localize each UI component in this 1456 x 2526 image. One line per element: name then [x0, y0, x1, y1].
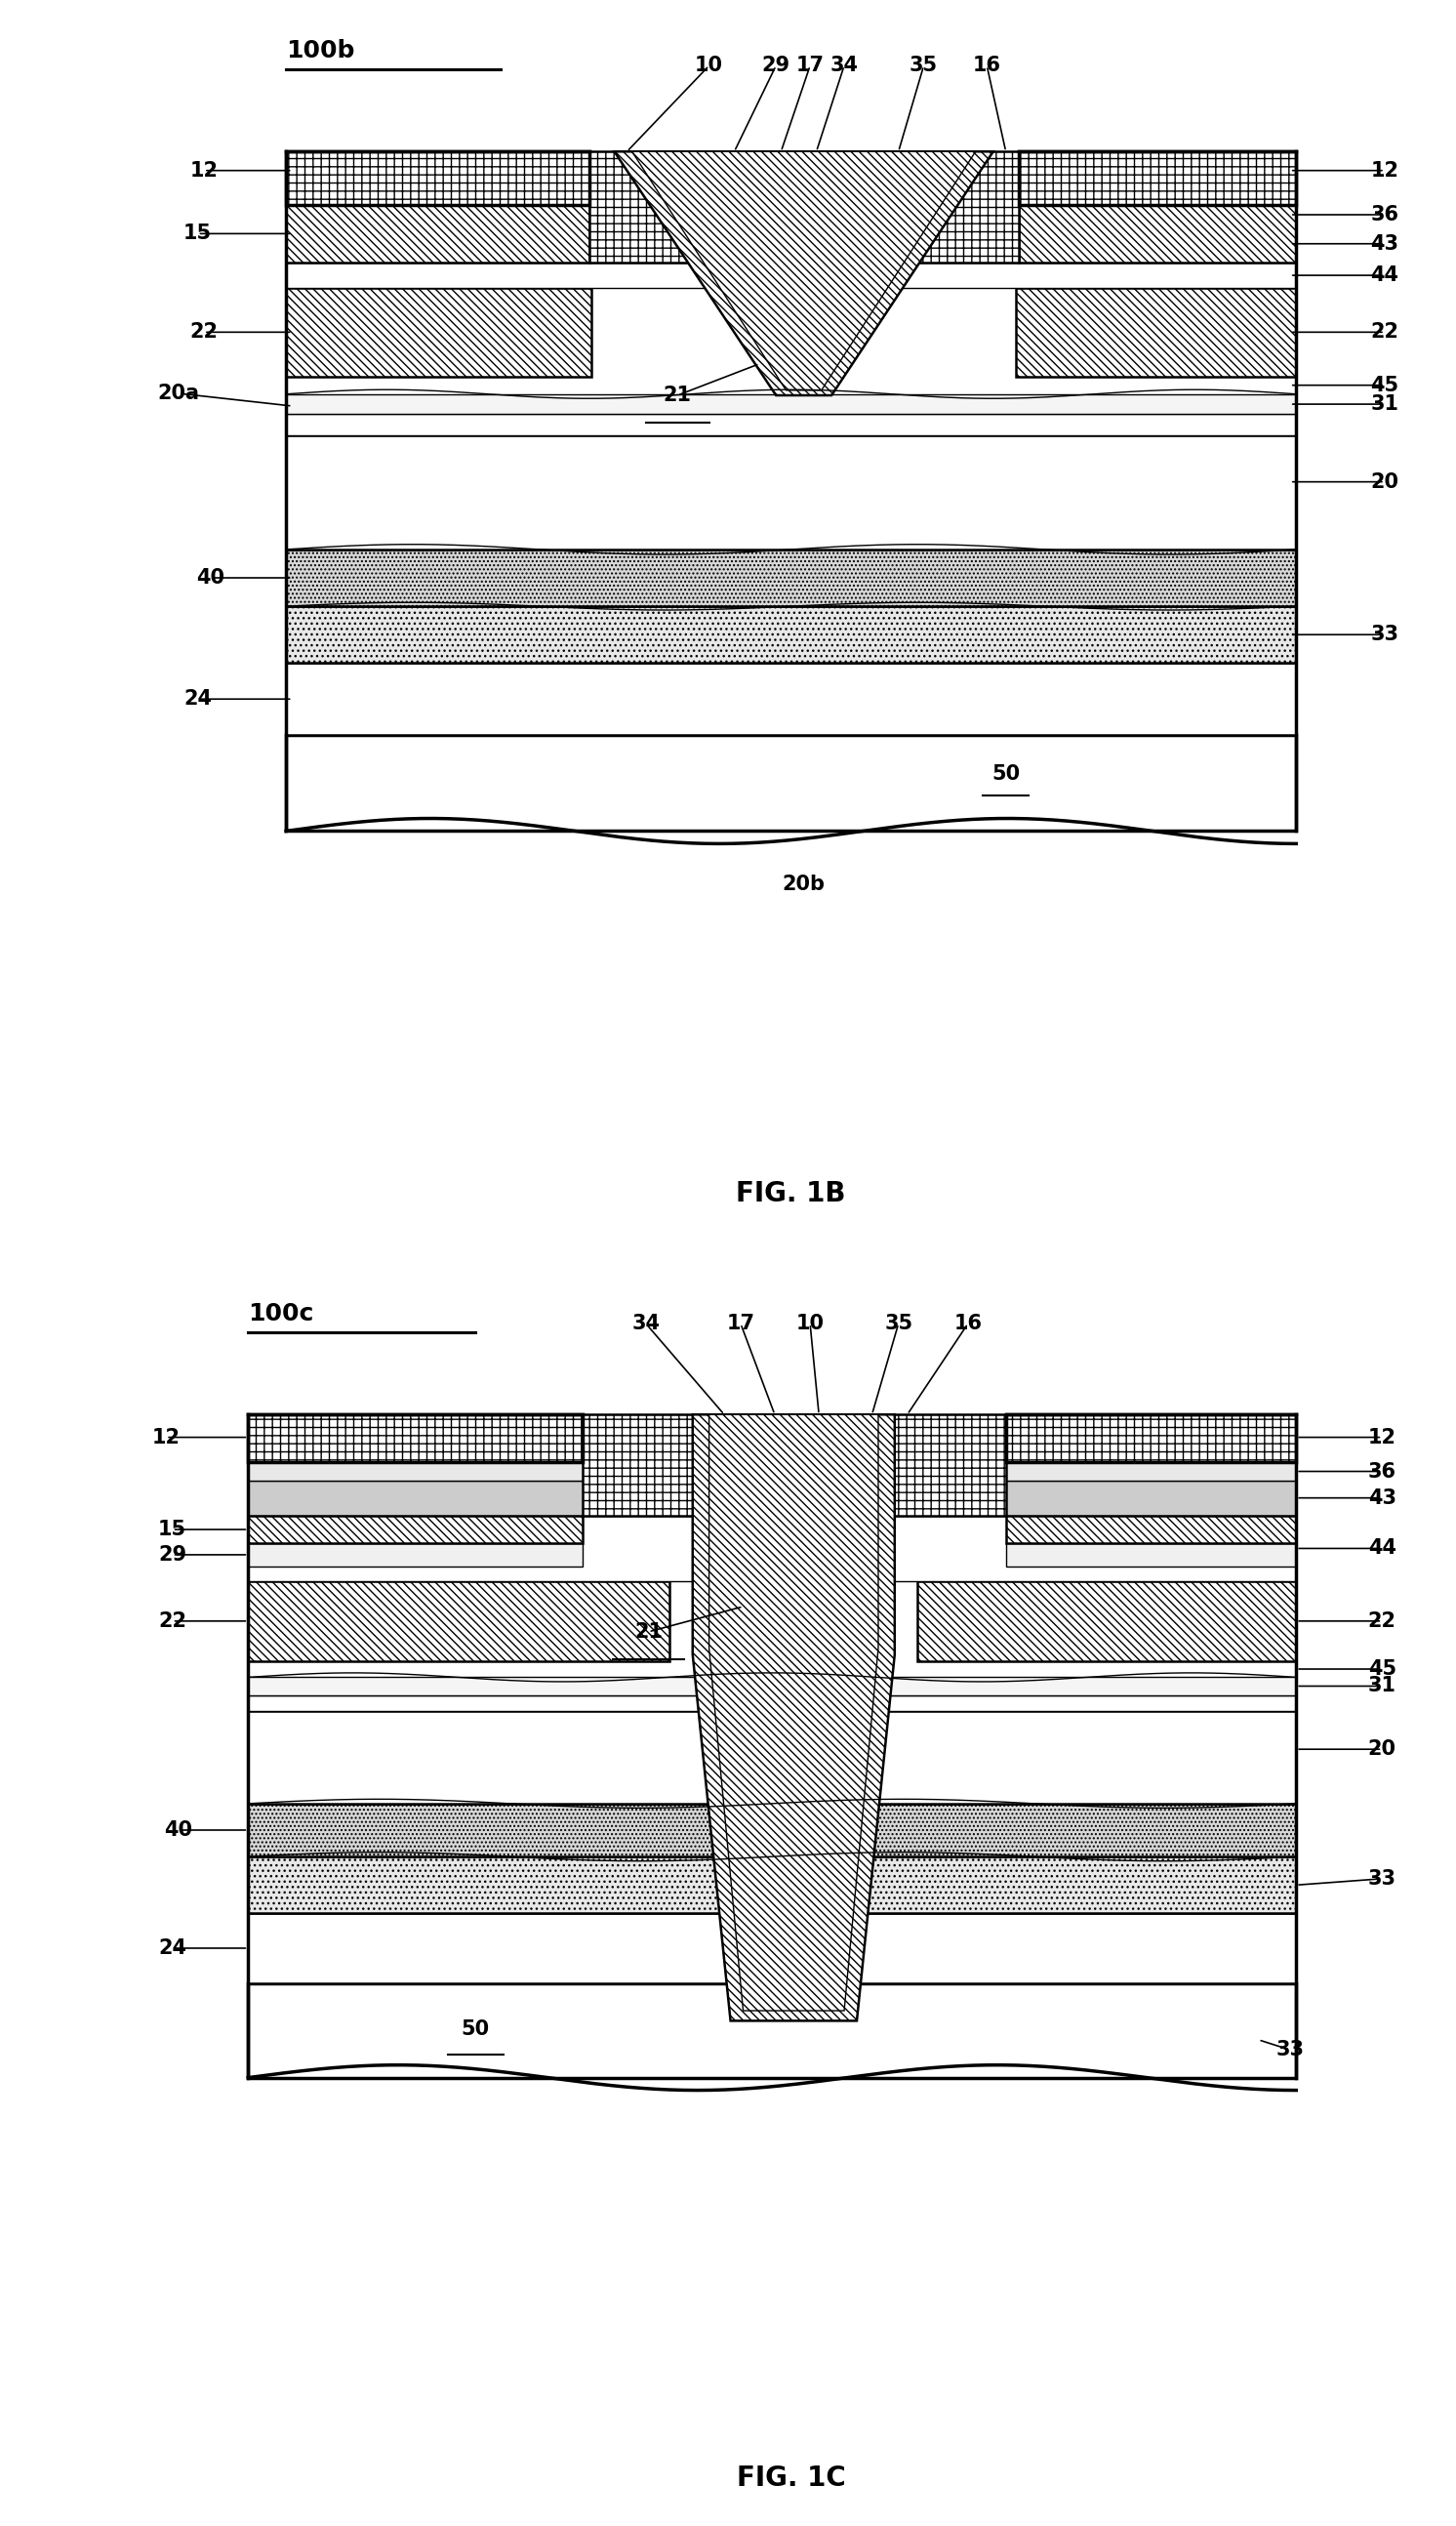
Text: 15: 15: [183, 225, 211, 242]
Text: 20a: 20a: [157, 384, 199, 404]
Text: 34: 34: [632, 1314, 660, 1334]
Bar: [248, 1480, 1296, 1516]
Text: 16: 16: [954, 1314, 983, 1334]
Bar: [248, 1516, 582, 1543]
Text: 22: 22: [1369, 1612, 1396, 1632]
Bar: [582, 1415, 1006, 1516]
Bar: [248, 1713, 1296, 1804]
Polygon shape: [693, 1415, 894, 2021]
Bar: [285, 606, 1296, 662]
Bar: [1016, 288, 1296, 376]
Text: 20b: 20b: [782, 874, 826, 894]
Text: 43: 43: [1370, 235, 1399, 253]
Text: 45: 45: [1367, 1660, 1396, 1680]
Text: 34: 34: [830, 56, 859, 76]
Text: 17: 17: [727, 1314, 754, 1334]
Text: 40: 40: [165, 1821, 192, 1839]
Bar: [248, 1857, 1296, 1915]
Text: 22: 22: [189, 323, 218, 341]
Bar: [285, 263, 1296, 288]
Bar: [248, 1516, 1296, 1581]
Bar: [590, 152, 1018, 263]
Text: 20: 20: [1369, 1740, 1396, 1758]
Text: 33: 33: [1370, 624, 1399, 644]
Text: 35: 35: [884, 1314, 913, 1334]
Text: 31: 31: [1369, 1677, 1396, 1695]
Text: 35: 35: [910, 56, 938, 76]
Polygon shape: [709, 1415, 878, 2011]
Bar: [285, 394, 1296, 414]
Text: 100b: 100b: [285, 38, 355, 63]
Text: 21: 21: [664, 386, 692, 404]
Bar: [285, 205, 590, 263]
Text: 16: 16: [973, 56, 1002, 76]
Bar: [917, 1581, 1296, 1662]
Text: 12: 12: [1370, 162, 1399, 179]
Bar: [1006, 1543, 1296, 1566]
Bar: [285, 735, 1296, 831]
Bar: [248, 1983, 1296, 2076]
Text: 22: 22: [159, 1612, 186, 1632]
Text: 20: 20: [1370, 472, 1399, 493]
Text: 36: 36: [1370, 205, 1399, 225]
Bar: [248, 1581, 670, 1662]
Bar: [1018, 152, 1296, 205]
Bar: [248, 1463, 1296, 1480]
Text: 24: 24: [183, 690, 211, 710]
Text: 33: 33: [1369, 1869, 1396, 1889]
Text: 12: 12: [1369, 1427, 1396, 1447]
Bar: [248, 1677, 1296, 1695]
Text: 33: 33: [1275, 2041, 1305, 2059]
Text: 43: 43: [1369, 1488, 1396, 1508]
Bar: [285, 434, 1296, 548]
Text: 10: 10: [695, 56, 724, 76]
Text: FIG. 1C: FIG. 1C: [737, 2465, 846, 2491]
Bar: [248, 1415, 582, 1463]
Bar: [248, 1543, 582, 1566]
Text: 10: 10: [796, 1314, 824, 1334]
Text: 31: 31: [1370, 394, 1399, 414]
Polygon shape: [632, 152, 976, 389]
Text: 100c: 100c: [248, 1301, 314, 1326]
Bar: [285, 288, 591, 376]
Text: 50: 50: [992, 765, 1021, 783]
Polygon shape: [614, 152, 993, 394]
Text: 22: 22: [1370, 323, 1399, 341]
Text: 40: 40: [197, 568, 224, 589]
Bar: [285, 664, 1296, 735]
Text: 12: 12: [151, 1427, 181, 1447]
Text: 29: 29: [761, 56, 791, 76]
Bar: [285, 205, 1296, 225]
Bar: [285, 225, 1296, 263]
Bar: [248, 1804, 1296, 1857]
Text: 17: 17: [796, 56, 824, 76]
Bar: [285, 548, 1296, 606]
Text: 24: 24: [159, 1937, 186, 1958]
Bar: [248, 1695, 1296, 1713]
Text: FIG. 1B: FIG. 1B: [737, 1180, 846, 1207]
Text: 29: 29: [159, 1546, 186, 1564]
Text: 36: 36: [1369, 1463, 1396, 1480]
Text: 12: 12: [189, 162, 218, 179]
Text: 21: 21: [635, 1622, 662, 1642]
Text: 45: 45: [1370, 376, 1399, 394]
Text: 50: 50: [462, 2021, 489, 2038]
Bar: [1006, 1415, 1296, 1463]
Bar: [248, 1915, 1296, 1983]
Text: 44: 44: [1370, 265, 1399, 285]
Bar: [285, 152, 590, 205]
Bar: [285, 414, 1296, 434]
Text: 15: 15: [159, 1521, 186, 1538]
Bar: [1006, 1516, 1296, 1543]
Text: 44: 44: [1369, 1538, 1396, 1559]
Bar: [1018, 205, 1296, 263]
